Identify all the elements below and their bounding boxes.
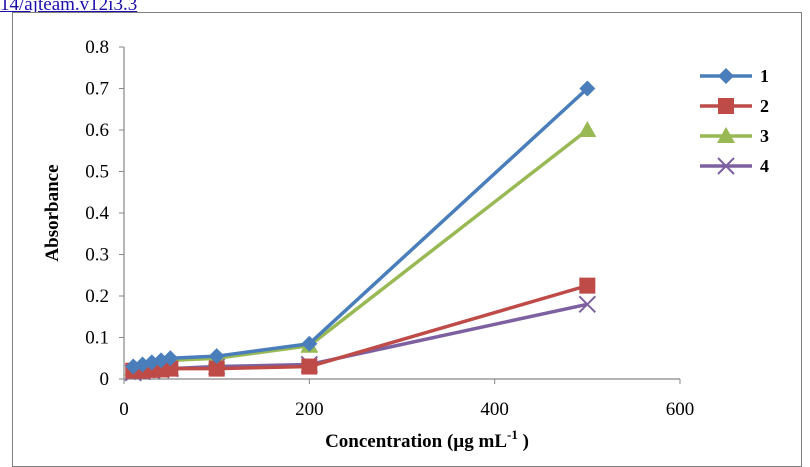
data-point-2 [301,358,318,375]
source-link[interactable]: 14/ajteam.v12i3.3 [0,0,138,15]
chart-frame [12,12,802,467]
y-axis-title: Absorbance [42,164,63,261]
series-1 [125,80,596,375]
data-point-2 [208,360,225,377]
legend: 1 2 3 4 [700,66,769,176]
data-point-1 [208,348,225,365]
legend-marker [718,98,734,114]
y-tick-label: 0.1 [85,328,109,349]
absorbance-line-chart: 0 0.1 0.2 0.3 0.4 0.5 0.6 0.7 0.8 0 200 400 600 1 2 3… [42,37,769,452]
x-axis-title-close: ) [518,431,529,452]
legend-label: 2 [760,96,769,116]
y-tick-label: 0.8 [85,37,109,58]
series-group [124,80,597,382]
series-line-3 [132,128,589,371]
data-point-1 [162,350,179,367]
legend-marker [718,68,734,84]
x-axis-title: Concentration (µg mL-1 ) [325,427,529,452]
x-tick-label: 200 [295,399,324,420]
x-tick-label: 600 [666,399,695,420]
series-3 [124,121,597,376]
x-axis-title-superscript: -1 [507,427,518,442]
x-axis-title-main: Concentration (µg mL [325,431,507,452]
series-2 [125,277,596,379]
series-line-4 [133,302,588,375]
x-tick-label: 0 [119,399,129,420]
legend-item-3: 3 [700,126,769,146]
data-point-2 [579,277,596,294]
legend-marker [717,127,735,143]
y-tick-label: 0 [100,369,110,390]
legend-item-1: 1 [700,66,769,86]
legend-marker [717,157,735,175]
y-tick-label: 0.7 [85,79,109,100]
data-point-1 [579,80,596,97]
y-tick-label: 0.4 [85,203,109,224]
legend-label: 4 [760,156,769,176]
legend-item-4: 4 [700,156,769,176]
data-point-3 [578,121,597,137]
y-tick-label: 0.5 [85,162,109,183]
x-tick-label: 400 [480,399,509,420]
data-point-4 [578,295,597,314]
legend-label: 3 [760,126,769,146]
y-tick-label: 0.6 [85,120,109,141]
axes [123,47,680,380]
y-tick-label: 0.2 [85,286,109,307]
x-axis-ticks: 0 200 400 600 [119,379,694,420]
legend-item-2: 2 [700,96,769,116]
series-line-1 [132,87,589,369]
legend-label: 1 [760,66,769,86]
data-point-2 [162,360,179,377]
y-axis-ticks: 0 0.1 0.2 0.3 0.4 0.5 0.6 0.7 0.8 [85,37,124,390]
data-point-1 [301,335,318,352]
y-tick-label: 0.3 [85,245,109,266]
